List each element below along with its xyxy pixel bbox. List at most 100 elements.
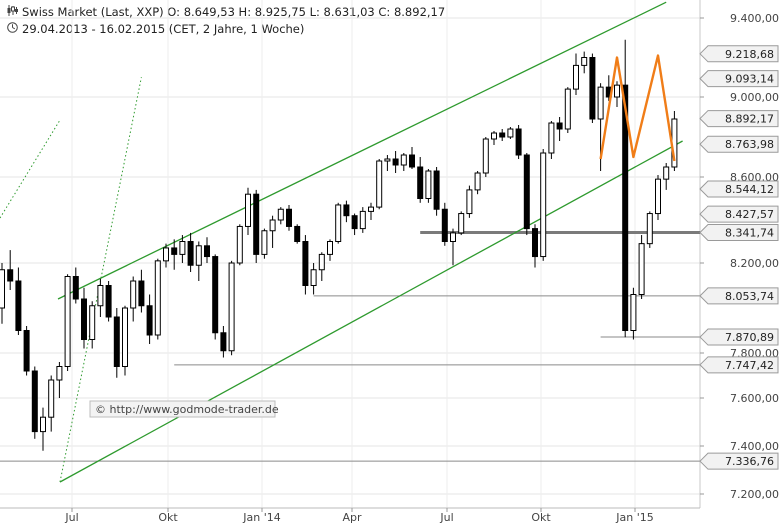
candle-body: [0, 269, 5, 309]
level-label-box: [699, 180, 779, 198]
level-label-text: 7.870,89: [725, 331, 774, 344]
candle-body: [310, 269, 317, 286]
candle: [671, 111, 678, 171]
level-label-box: [699, 110, 779, 128]
level-label-box: [699, 224, 779, 242]
candle: [646, 211, 653, 248]
candle: [48, 375, 55, 432]
candle: [589, 53, 596, 123]
candle-body: [359, 210, 366, 230]
candle: [450, 228, 456, 266]
candle-body: [532, 228, 538, 258]
candle-body: [335, 204, 342, 242]
candle: [72, 267, 79, 304]
candle: [40, 407, 46, 451]
y-axis: 9.400,009.000,008.600,008.200,007.800,00…: [700, 12, 779, 501]
candle-body: [130, 280, 137, 309]
candle: [351, 213, 358, 236]
candle-body: [466, 189, 473, 215]
candle: [392, 151, 399, 173]
candle-body: [105, 285, 112, 318]
level-label: 8.892,17: [699, 110, 779, 128]
level-label: 8.544,12: [699, 180, 779, 198]
candle-body: [507, 128, 514, 138]
candle-body: [548, 122, 555, 154]
candle: [7, 250, 14, 290]
candle: [130, 276, 137, 322]
candle: [122, 305, 128, 376]
candle: [302, 235, 309, 295]
orange-pattern-line: [599, 54, 676, 162]
candle: [228, 260, 235, 356]
candle-body: [589, 57, 596, 120]
level-label: 9.218,68: [699, 45, 779, 63]
candle-body: [220, 332, 227, 352]
candle: [318, 252, 325, 281]
candle-body: [655, 178, 661, 215]
y-tick-label: 7.600,00: [730, 392, 779, 405]
level-label-box: [699, 356, 779, 374]
candle: [212, 254, 219, 340]
candle: [15, 267, 22, 335]
candle-body: [474, 172, 481, 191]
candle-body: [72, 276, 79, 300]
candle: [286, 204, 292, 231]
candle: [105, 281, 112, 322]
candle-body: [318, 253, 325, 271]
candle-body: [491, 132, 497, 140]
candle-body: [31, 370, 38, 433]
watermark: © http://www.godmode-trader.de: [89, 400, 279, 418]
candle: [245, 187, 251, 236]
level-label-text: 9.218,68: [725, 48, 774, 61]
candle: [64, 274, 71, 371]
candle: [433, 167, 440, 216]
x-tick-label: Jan '15: [615, 511, 653, 524]
candle: [663, 163, 670, 190]
candle-body: [302, 241, 309, 286]
candle-body: [228, 262, 235, 352]
level-label: 7.870,89: [699, 328, 779, 346]
level-label: 7.747,42: [699, 356, 779, 374]
level-label: 8.763,98: [699, 135, 779, 153]
channel-upper-line: [57, 1, 667, 300]
level-label-text: 8.892,17: [725, 113, 774, 126]
candle-body: [163, 247, 169, 262]
candle-body: [376, 160, 383, 208]
candle: [89, 301, 96, 349]
candle-body: [171, 247, 178, 255]
candle: [409, 147, 415, 169]
candle: [146, 294, 153, 344]
candle-body: [433, 170, 440, 210]
candle: [482, 137, 489, 177]
candle: [277, 207, 284, 225]
candle: [113, 308, 120, 378]
candle: [474, 171, 481, 195]
candle-body: [204, 245, 210, 258]
candle-body: [286, 208, 292, 227]
candle-body: [482, 138, 489, 174]
candle: [491, 131, 497, 145]
candle: [655, 175, 661, 220]
candle: [220, 326, 227, 358]
candle: [343, 200, 350, 223]
level-label-box: [699, 452, 779, 470]
candle: [359, 207, 366, 233]
level-label-text: 7.336,76: [725, 455, 774, 468]
level-label-text: 9.093,14: [725, 73, 774, 86]
candle-body: [450, 232, 456, 242]
candle: [335, 202, 342, 244]
candle: [425, 169, 432, 203]
x-tick-label: Jul: [64, 511, 78, 524]
level-label-box: [699, 70, 779, 88]
candle-body: [154, 260, 161, 336]
candle: [638, 235, 645, 299]
level-label-text: 8.053,74: [725, 290, 774, 303]
candle: [548, 121, 555, 159]
candle: [310, 263, 317, 295]
candle-body: [89, 305, 96, 340]
candle: [400, 153, 407, 171]
candle: [384, 155, 391, 171]
candle-body: [597, 86, 604, 120]
candle-body: [384, 158, 391, 162]
